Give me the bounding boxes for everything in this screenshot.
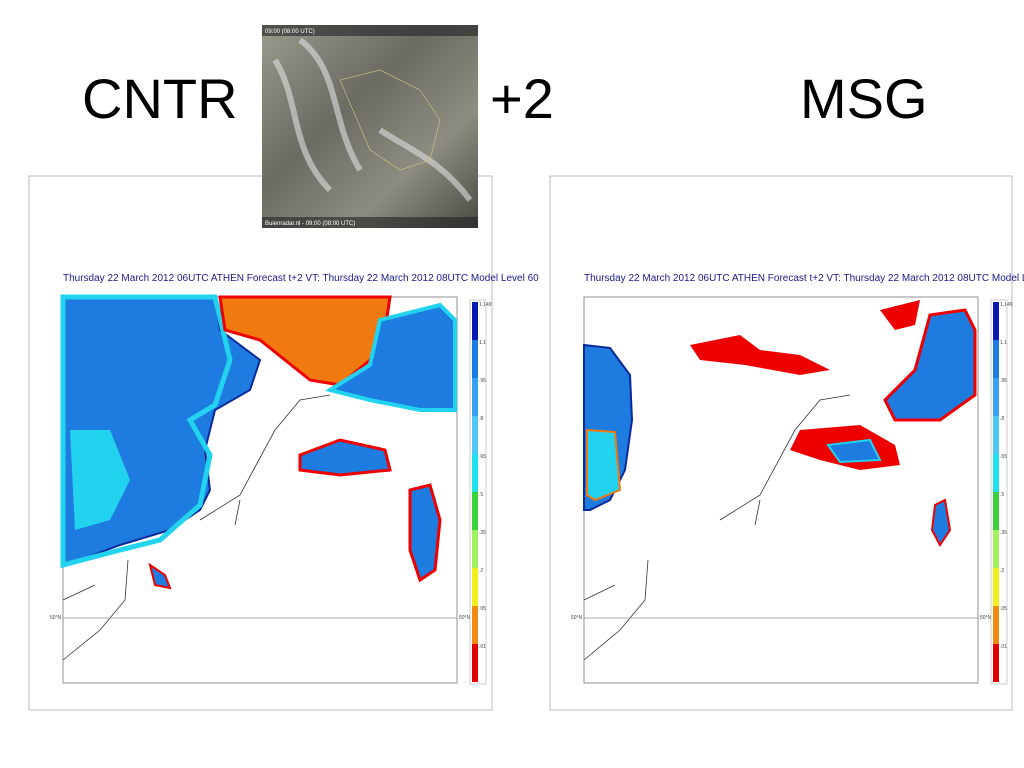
colorbar-segment	[472, 454, 478, 492]
coastline	[62, 394, 331, 661]
colorbar-label: .2	[1000, 568, 1004, 574]
cloud-band	[272, 37, 473, 202]
cloud-area	[880, 300, 920, 330]
colorbar-label: .65	[1000, 454, 1007, 460]
colorbar-label: .35	[479, 530, 486, 536]
lat-label: 50°N	[980, 615, 992, 621]
colorbar-label: .35	[1000, 530, 1007, 536]
satellite-timestamp: 09:00 (08:00 UTC)	[265, 29, 315, 35]
cloud-area	[324, 302, 457, 412]
colorbar-segment	[993, 302, 999, 340]
colorbar-label: 1.1	[479, 340, 486, 346]
colorbar-segment	[993, 340, 999, 378]
cloud-area	[148, 562, 172, 590]
cloud-area	[826, 438, 882, 464]
lat-label: 50°N	[571, 615, 583, 621]
colorbar-label: .5	[1000, 492, 1004, 498]
colorbar-segment	[993, 606, 999, 644]
cloud-edge	[60, 294, 233, 569]
observation-panel: Thursday 22 March 2012 06UTC ATHEN Forec…	[549, 175, 1024, 711]
cloud-area	[883, 308, 977, 422]
colorbar-label: 1.149	[479, 302, 492, 308]
colorbar-segment	[472, 302, 478, 340]
colorbar-label: .65	[479, 454, 486, 460]
colorbar-label: .01	[479, 644, 486, 650]
colorbar-segment	[472, 340, 478, 378]
label-cntr: CNTR	[82, 67, 238, 130]
caption-bar	[262, 217, 478, 228]
colorbar-label: .2	[479, 568, 483, 574]
colorbar-segment	[472, 416, 478, 454]
satellite-image: 09:00 (08:00 UTC) Buienradar.nl - 09:00 …	[262, 25, 478, 228]
forecast-panel: Thursday 22 March 2012 06UTC ATHEN Forec…	[28, 175, 539, 711]
colorbar-segment	[993, 644, 999, 682]
coastline	[583, 394, 851, 661]
cloud-area	[586, 428, 622, 502]
colorbar-segment	[472, 568, 478, 606]
colorbar-segment	[472, 378, 478, 416]
colorbar-label: .01	[1000, 644, 1007, 650]
colorbar-segment	[993, 492, 999, 530]
colorbar-segment	[472, 492, 478, 530]
colorbar-label: .05	[479, 606, 486, 612]
colorbar-segment	[993, 378, 999, 416]
colorbar-label: .95	[1000, 378, 1007, 384]
colorbar-label: .8	[479, 416, 483, 422]
colorbar-label: .8	[1000, 416, 1004, 422]
panel-title: Thursday 22 March 2012 06UTC ATHEN Forec…	[63, 273, 539, 284]
colorbar-label: .5	[479, 492, 483, 498]
colorbar-label: 1.1	[1000, 340, 1007, 346]
cloud-area	[408, 483, 442, 583]
colorbar-segment	[472, 644, 478, 682]
label-msg: MSG	[800, 67, 928, 130]
colorbar-segment	[472, 530, 478, 568]
label-step: +2	[490, 67, 554, 130]
colorbar-segment	[472, 606, 478, 644]
cloud-area	[930, 498, 952, 547]
colorbar-segment	[993, 568, 999, 606]
colorbar-segment	[993, 416, 999, 454]
panel-title: Thursday 22 March 2012 06UTC ATHEN Forec…	[584, 273, 1024, 284]
lat-label: 50°N	[50, 615, 62, 621]
colorbar-label: .05	[1000, 606, 1007, 612]
satellite-caption: Buienradar.nl - 09:00 (08:00 UTC)	[265, 221, 355, 227]
colorbar-segment	[993, 530, 999, 568]
border-lines	[339, 69, 441, 171]
cloud-area	[70, 430, 130, 530]
colorbar-label: .95	[479, 378, 486, 384]
colorbar-segment	[993, 454, 999, 492]
cloud-area	[298, 438, 392, 477]
timestamp-bar	[262, 25, 478, 36]
lat-label: 50°N	[459, 615, 471, 621]
colorbar-label: 1.149	[1000, 302, 1013, 308]
cloud-area	[690, 335, 830, 375]
